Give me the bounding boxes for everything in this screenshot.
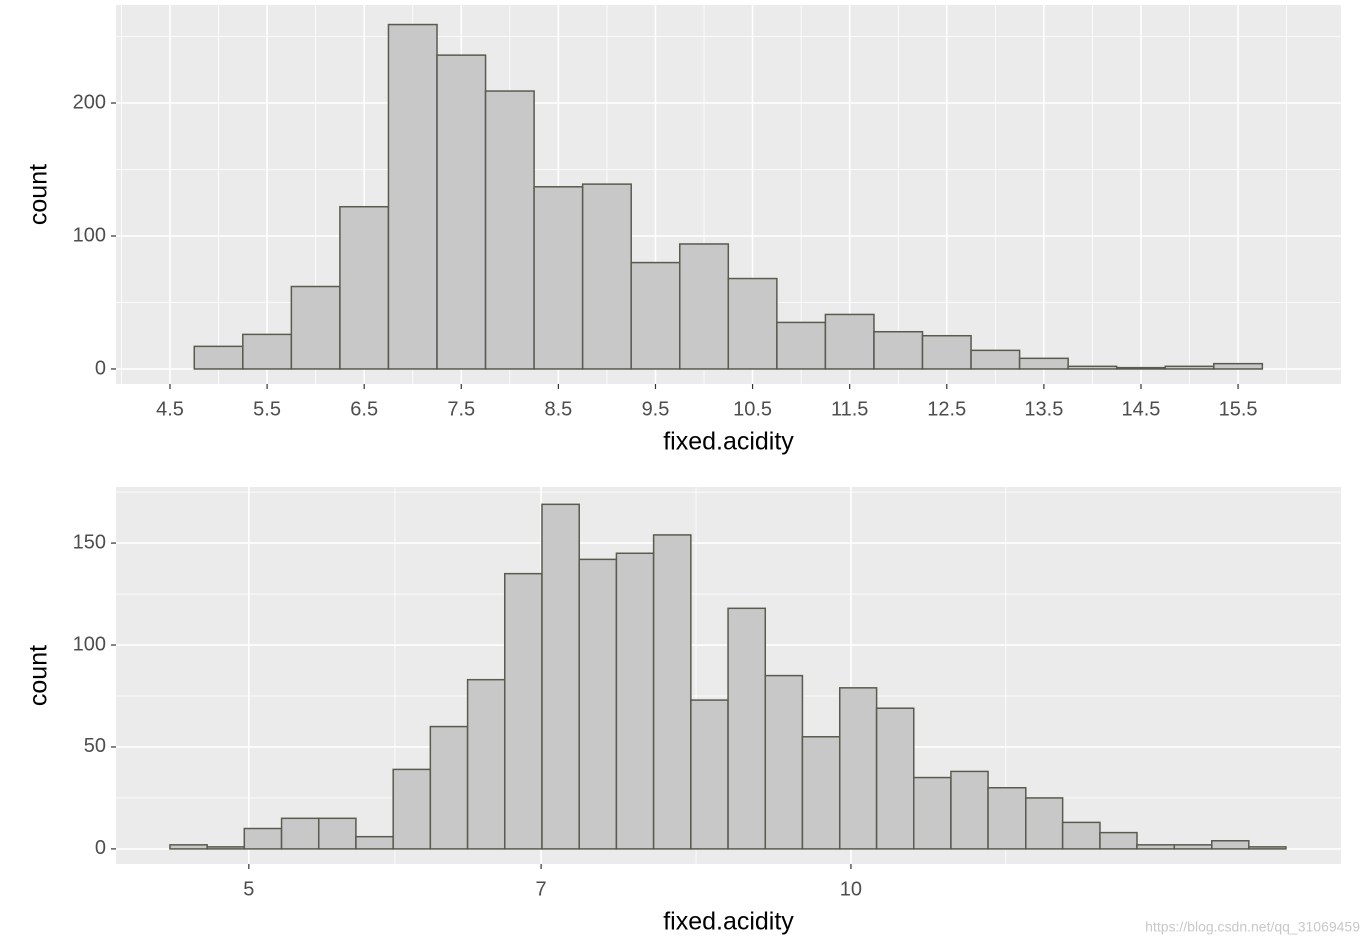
bar [1136,844,1176,850]
bar [1018,357,1069,370]
x-axis-title: fixed.acidity [663,908,794,936]
bar [679,243,730,370]
bar [429,725,469,850]
y-tick-label: 100 [73,633,106,655]
bar [280,817,320,850]
bar [987,786,1027,850]
x-tick-label: 4.5 [156,398,184,420]
bar [801,736,841,850]
bar [503,572,543,850]
x-tick-label: 9.5 [642,398,670,420]
bar [727,607,767,850]
bar [541,503,580,850]
bar [615,552,655,850]
bar [243,827,283,850]
bar [1173,844,1213,850]
x-tick-label: 15.5 [1219,398,1258,420]
bar [581,183,632,370]
watermark: https://blog.csdn.net/qq_31069459 [1145,919,1360,935]
bar [1213,362,1264,370]
y-tick-label: 100 [73,224,106,246]
x-tick-label: 5.5 [253,398,281,420]
y-tick-label: 0 [95,837,106,859]
x-tick-label: 14.5 [1122,398,1161,420]
bar [355,835,394,850]
x-tick-label: 5 [243,878,254,900]
bar [317,817,357,850]
bar [727,277,778,370]
bar [169,844,208,850]
bar [1099,831,1138,850]
x-axis-title: fixed.acidity [663,428,794,456]
bar [690,699,729,850]
bar [873,330,924,370]
y-axis-title: count [25,164,53,225]
x-tick-label: 7 [536,878,547,900]
bar [1025,797,1064,850]
y-tick-label: 50 [84,735,106,757]
bar [764,674,804,850]
bar [1248,846,1287,850]
bar [578,558,618,850]
x-tick-label: 8.5 [544,398,572,420]
y-tick-label: 0 [95,357,106,379]
bar [1115,366,1167,370]
bar [339,205,390,370]
bar [913,776,952,850]
bar [242,333,293,370]
bar [921,334,972,370]
y-axis-title: count [25,645,53,706]
x-tick-label: 11.5 [831,398,868,420]
bar [193,345,244,370]
y-tick-label: 200 [73,91,106,113]
bar [206,846,246,850]
x-tick-label: 10.5 [733,398,772,420]
bar [533,186,584,370]
bar [950,770,989,850]
x-tick-label: 13.5 [1024,398,1063,420]
bar [776,321,827,370]
bar [824,313,875,370]
bar [1067,365,1118,370]
x-tick-label: 7.5 [447,398,475,420]
bar [387,23,438,370]
bar [970,349,1021,370]
bar [652,534,692,850]
bar [392,768,432,850]
bar [1211,840,1250,850]
bar [290,285,341,370]
x-tick-label: 12.5 [927,398,966,420]
bar [875,707,915,850]
bar [838,687,878,850]
bar [1061,821,1101,850]
x-tick-label: 6.5 [350,398,378,420]
bar [484,90,535,370]
bar [436,54,487,370]
bar [1164,365,1215,370]
y-tick-label: 150 [73,531,106,553]
bar [466,678,506,850]
bar [630,261,681,370]
x-tick-label: 10 [840,878,862,900]
